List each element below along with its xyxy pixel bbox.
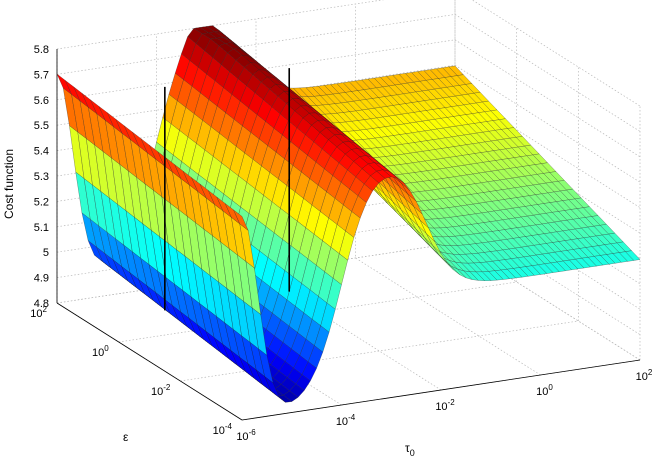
tau-axis-label: τ0 (405, 441, 415, 458)
z-tick-label: 5.6 (34, 95, 49, 107)
tau-tick-label: 100 (536, 383, 553, 398)
z-tick-label: 5.4 (34, 146, 49, 158)
z-tick-label: 4.9 (34, 273, 49, 285)
tau-tick-label: 102 (636, 368, 653, 383)
z-tick-label: 5.3 (34, 171, 49, 183)
tau-tick-label: 10-4 (336, 413, 356, 428)
epsilon-tick-label: 10-4 (213, 422, 233, 437)
cost-surface (56, 25, 641, 403)
epsilon-tick-label: 100 (92, 344, 109, 359)
epsilon-tick-label: 102 (30, 305, 47, 320)
tau-tick-label: 10-6 (236, 428, 256, 443)
z-tick-label: 5.7 (34, 69, 49, 81)
epsilon-tick-label: 10-2 (151, 383, 171, 398)
tau-tick-label: 10-2 (435, 398, 455, 413)
tau-axis-label-sub: 0 (410, 448, 415, 458)
z-tick-label: 5.2 (34, 196, 49, 208)
tau-axis-label-main: τ (405, 441, 410, 455)
z-tick-label: 5 (43, 247, 49, 259)
z-tick-label: 5.5 (34, 120, 49, 132)
epsilon-axis-label: ε (123, 430, 129, 444)
z-axis-label: Cost function (2, 149, 16, 219)
z-tick-label: 4.8 (34, 298, 49, 310)
tick-labels: 4.84.955.15.25.35.45.55.65.75.810-610-41… (30, 44, 653, 443)
z-tick-label: 5.8 (34, 44, 49, 56)
marker-lines (164, 68, 291, 311)
z-tick-label: 5.1 (34, 222, 49, 234)
